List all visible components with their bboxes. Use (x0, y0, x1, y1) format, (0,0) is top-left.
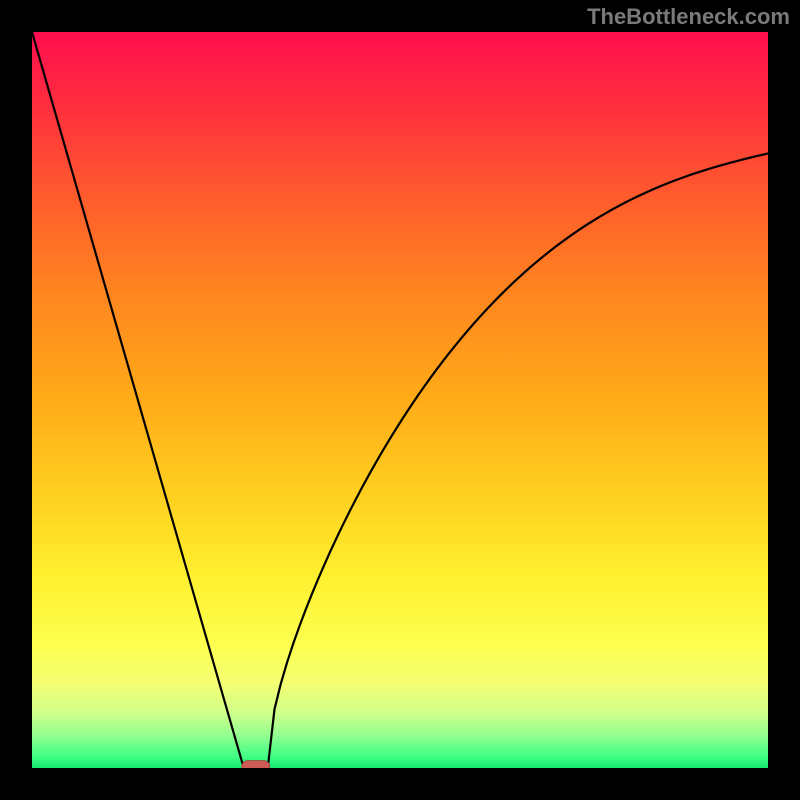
watermark-text: TheBottleneck.com (587, 4, 790, 30)
chart-svg (32, 32, 768, 768)
gradient-background (32, 32, 768, 768)
optimum-marker (242, 761, 270, 768)
plot-area (32, 32, 768, 768)
chart-container: TheBottleneck.com (0, 0, 800, 800)
